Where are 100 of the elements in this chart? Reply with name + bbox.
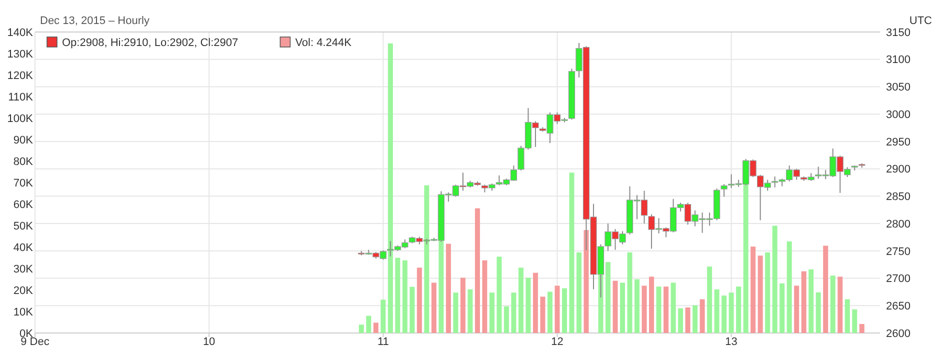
bar xyxy=(431,282,436,333)
bar xyxy=(496,256,502,333)
bar xyxy=(562,288,567,333)
bar xyxy=(518,268,524,333)
bar xyxy=(670,282,676,333)
bar xyxy=(722,296,727,333)
y2-tick-label: 3000 xyxy=(886,108,910,121)
x-tick-label: 9 Dec xyxy=(20,336,50,348)
bar xyxy=(584,230,589,333)
bar xyxy=(540,296,546,333)
y-tick-label: 100K xyxy=(7,112,34,125)
bar xyxy=(765,252,770,333)
bar xyxy=(852,309,858,333)
bar xyxy=(446,244,451,333)
y-tick-label: 10K xyxy=(13,306,34,318)
y-tick-label: 90K xyxy=(13,134,34,146)
bar xyxy=(634,279,640,333)
bar xyxy=(547,292,552,333)
y-tick-label: 40K xyxy=(13,242,34,254)
bar xyxy=(678,308,684,333)
bar xyxy=(424,185,430,333)
bar xyxy=(468,289,473,333)
bar xyxy=(410,286,415,333)
y2-tick-label: 3100 xyxy=(886,54,910,66)
legend-label: Op:2908, Hi:2910, Lo:2902, Cl:2907 xyxy=(62,37,238,49)
bar xyxy=(504,306,509,333)
y-tick-label: 140K xyxy=(7,26,34,39)
y-tick-label: 130K xyxy=(7,48,34,60)
candlestick xyxy=(720,184,728,198)
y-tick-label: 20K xyxy=(13,284,34,297)
y2-tick-label: 3150 xyxy=(886,26,910,39)
chart-subtitle: Dec 13, 2015 – Hourly xyxy=(40,15,150,27)
bar xyxy=(700,299,705,333)
bar xyxy=(366,316,372,333)
bar xyxy=(808,269,814,333)
bar xyxy=(664,286,669,333)
y-tick-label: 60K xyxy=(13,198,34,211)
y2-tick-label: 3050 xyxy=(886,82,910,94)
bar xyxy=(656,286,662,333)
y-tick-label: 30K xyxy=(13,263,34,276)
bar xyxy=(838,276,843,333)
bar xyxy=(823,246,828,333)
x-tick-label: 13 xyxy=(725,336,738,348)
bar xyxy=(416,268,422,333)
y2-tick-label: 2700 xyxy=(886,273,910,286)
bar xyxy=(358,324,364,333)
bar xyxy=(714,289,720,333)
bar xyxy=(692,305,698,333)
bar xyxy=(569,172,574,333)
x-tick-label: 11 xyxy=(377,336,389,348)
y2-tick-label: 2900 xyxy=(886,164,910,176)
bar xyxy=(816,292,821,333)
y-tick-label: 80K xyxy=(13,156,34,168)
bar xyxy=(627,252,632,333)
y2-tick-label: 2650 xyxy=(886,300,910,312)
y-tick-label: 70K xyxy=(13,177,34,190)
bar xyxy=(786,241,792,333)
bar xyxy=(685,307,690,333)
bar xyxy=(373,322,378,333)
bar xyxy=(780,283,785,333)
bar xyxy=(395,258,400,333)
bar xyxy=(642,286,647,333)
text: UTC xyxy=(909,15,932,27)
y2-tick-label: 2600 xyxy=(886,328,910,340)
bar xyxy=(612,280,618,333)
x-tick-label: 10 xyxy=(202,336,216,348)
bar xyxy=(511,292,516,333)
bar xyxy=(844,299,850,333)
bar xyxy=(576,252,582,333)
bar xyxy=(606,262,611,333)
bar xyxy=(649,276,654,333)
y2-tick-label: 2800 xyxy=(886,218,910,230)
bar xyxy=(388,43,393,333)
bar xyxy=(707,266,712,333)
bar xyxy=(736,286,742,333)
bar xyxy=(453,292,458,333)
bar xyxy=(772,226,778,333)
bar xyxy=(474,208,480,333)
bar xyxy=(750,246,756,333)
bar xyxy=(830,276,836,333)
x-tick-label: 12 xyxy=(551,336,564,348)
bar xyxy=(620,282,626,333)
y-tick-label: 120K xyxy=(7,70,34,82)
y2-tick-label: 2750 xyxy=(886,246,910,258)
bar xyxy=(482,260,488,333)
y2-tick-label: 2850 xyxy=(886,191,910,204)
bar xyxy=(743,184,748,333)
bar xyxy=(460,278,466,333)
bar xyxy=(532,272,538,333)
y2-tick-label: 2950 xyxy=(886,136,910,148)
bar xyxy=(794,286,800,333)
y-tick-label: 110K xyxy=(8,91,34,104)
bar xyxy=(758,256,763,333)
bar xyxy=(859,324,864,333)
bar xyxy=(489,292,494,333)
bar xyxy=(380,300,386,333)
legend-label: Vol: 4.244K xyxy=(295,37,352,49)
bar xyxy=(728,292,734,333)
bar xyxy=(554,286,560,333)
y-tick-label: 50K xyxy=(13,220,34,232)
